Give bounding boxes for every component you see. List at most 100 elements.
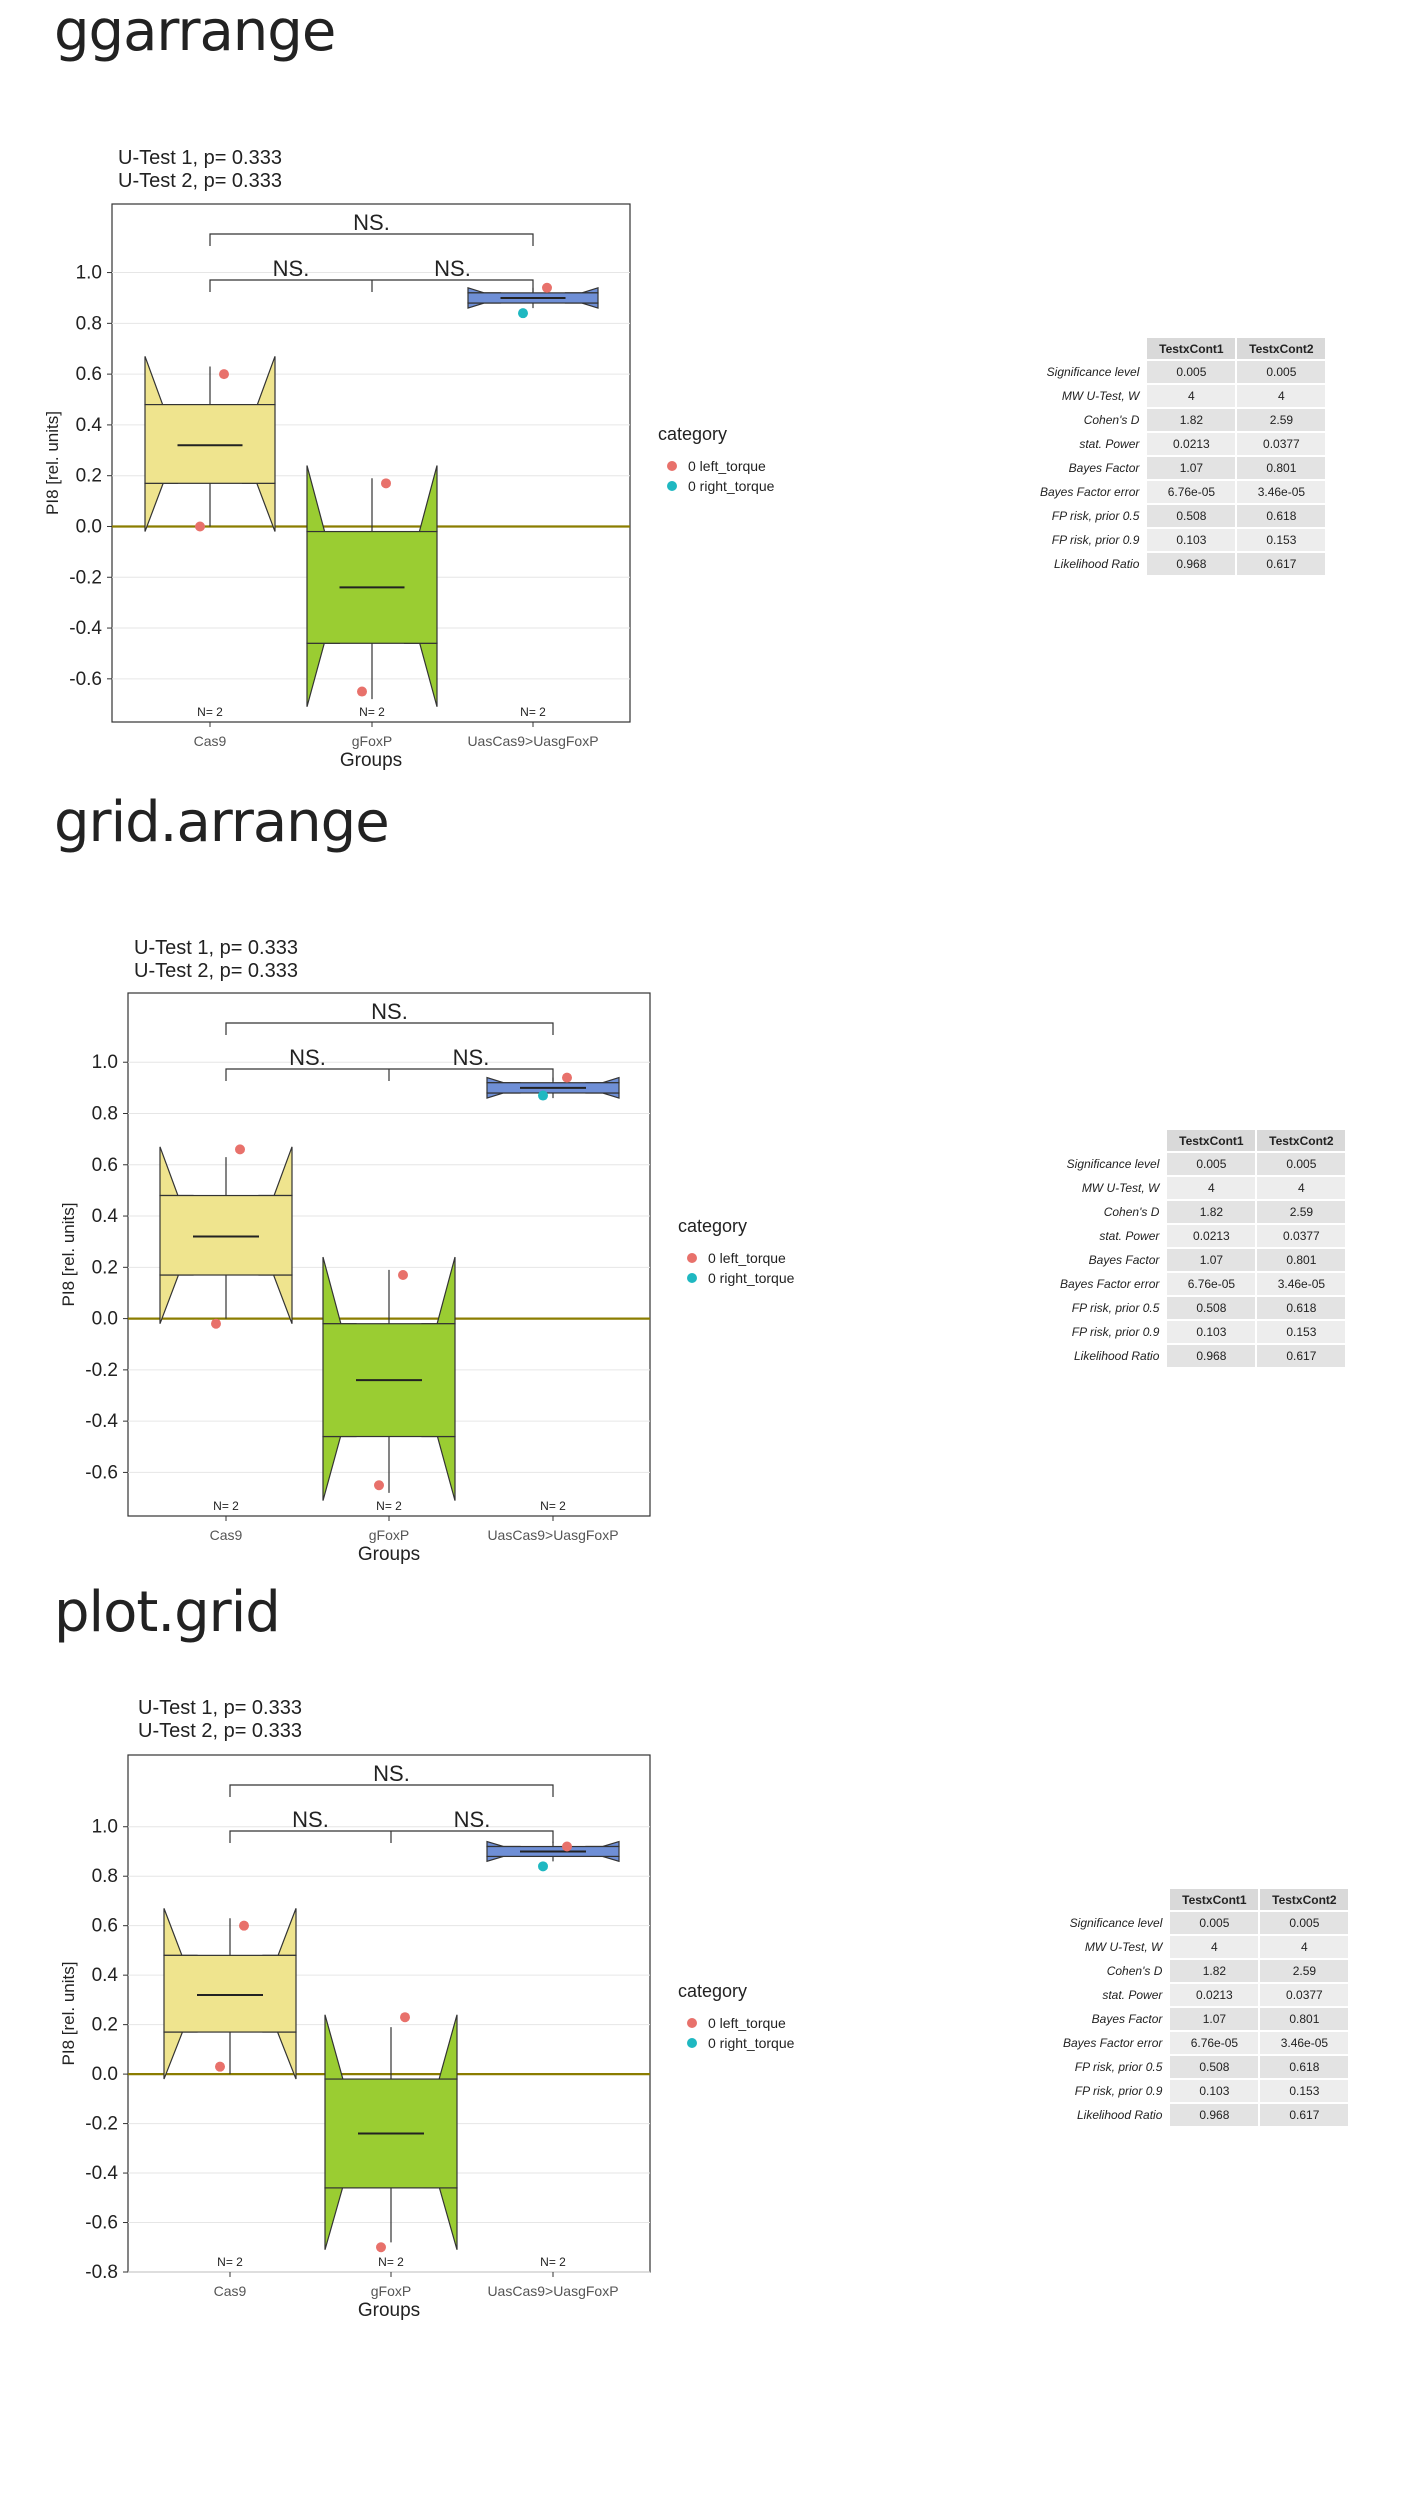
data-point [215,2061,225,2072]
table-row: FP risk, prior 0.5 0.508 0.618 [1057,2056,1349,2078]
table-column-header: TestxCont1 [1147,338,1236,359]
table-cell: 2.59 [1260,1960,1349,1982]
data-point [538,1090,548,1101]
table-cell: 1.07 [1147,457,1236,479]
stats-table: TestxCont1 TestxCont2 Significance level 0.… [1055,1887,1350,2128]
table-corner [1057,1889,1168,1910]
table-cell: 0.801 [1257,1249,1346,1271]
table-row-label: FP risk, prior 0.9 [1071,1325,1160,1339]
data-point [239,1920,249,1931]
table-column-header: TestxCont1 [1170,1889,1259,1910]
table-row-label: stat. Power [1079,437,1140,451]
box-body [144,403,276,484]
table-row: FP risk, prior 0.9 0.103 0.153 [1034,529,1326,551]
table-cell: 0.968 [1170,2104,1259,2126]
y-tick-label: 0.8 [92,1866,118,1887]
y-tick-label: 0.4 [92,1965,119,1986]
table-row-label: MW U-Test, W [1061,389,1140,403]
significance-label: NS. [434,256,471,281]
significance-label: NS. [371,999,408,1024]
legend-swatch [687,2038,697,2048]
legend-title: category [678,1216,747,1236]
table-row: stat. Power 0.0213 0.0377 [1054,1225,1346,1247]
table-cell: 0.508 [1147,505,1236,527]
table-row-label: stat. Power [1102,1988,1163,2002]
table-cell: 4 [1170,1936,1259,1958]
y-tick-label: 0.6 [76,364,102,385]
legend-swatch [687,1273,697,1283]
table-row-label: MW U-Test, W [1081,1181,1160,1195]
table-row-label: FP risk, prior 0.5 [1074,2060,1163,2074]
table-cell: 0.801 [1237,457,1326,479]
x-axis-label: Groups [358,2300,420,2321]
data-point [219,369,229,380]
table-cell: 0.103 [1170,2080,1259,2102]
legend-item: 0 left_torque [708,2015,786,2031]
data-point [542,282,552,293]
y-tick-label: 0.8 [92,1103,118,1124]
table-cell: 0.508 [1170,2056,1259,2078]
table-cell: 0.0377 [1257,1225,1346,1247]
x-tick-label: gFoxP [371,2283,411,2299]
data-point [562,1072,572,1083]
data-point [235,1144,245,1155]
legend-swatch [667,481,677,491]
table-cell: 1.82 [1147,409,1236,431]
significance-bracket [225,1022,554,1035]
x-axis-label: Groups [340,750,402,771]
table-row-label: Cohen's D [1103,1205,1160,1219]
table-cell: 1.82 [1170,1960,1259,1982]
table-cell: 6.76e-05 [1147,481,1236,503]
table-cell: 6.76e-05 [1170,2032,1259,2054]
table-row: Cohen's D 1.82 2.59 [1054,1201,1346,1223]
table-row: Significance level 0.005 0.005 [1054,1153,1346,1175]
y-tick-label: -0.6 [69,669,102,690]
significance-label: NS. [292,1807,329,1832]
table-cell: 2.59 [1257,1201,1346,1223]
y-tick-label: 0.6 [92,1916,118,1937]
table-cell: 0.153 [1260,2080,1349,2102]
table-row: Cohen's D 1.82 2.59 [1034,409,1326,431]
data-point [400,2012,410,2023]
table-row-label: Bayes Factor [1091,2012,1163,2026]
table-cell: 0.005 [1167,1153,1256,1175]
data-point [381,478,391,489]
chart-subtitle-line: U-Test 1, p= 0.333 [118,147,282,169]
table-row: Significance level 0.005 0.005 [1034,361,1326,383]
chart-subtitle-line: U-Test 1, p= 0.333 [134,937,298,959]
table-cell: 0.0377 [1237,433,1326,455]
chart-subtitle-line: U-Test 1, p= 0.333 [138,1697,302,1719]
significance-bracket [229,1784,554,1797]
significance-bracket [209,279,534,292]
table-cell: 0.0377 [1260,1984,1349,2006]
y-axis-label: PI8 [rel. units] [59,1203,78,1307]
y-tick-label: 1.0 [92,1052,118,1073]
table-row-label: Bayes Factor error [1040,485,1140,499]
legend-item: 0 left_torque [708,1250,786,1266]
table-cell: 0.153 [1237,529,1326,551]
n-label: N= 2 [217,2255,243,2269]
y-tick-label: -0.2 [69,567,102,588]
table-cell: 0.617 [1257,1345,1346,1367]
y-tick-label: -0.4 [85,2163,118,2184]
table-cell: 0.005 [1260,1912,1349,1934]
legend-swatch [667,461,677,471]
section-title: plot.grid [54,1580,281,1645]
table-row: FP risk, prior 0.9 0.103 0.153 [1054,1321,1346,1343]
y-tick-label: -0.4 [85,1411,118,1432]
table-row: Likelihood Ratio 0.968 0.617 [1054,1345,1346,1367]
y-tick-label: 0.0 [92,2064,118,2085]
table-row-label: MW U-Test, W [1084,1940,1163,1954]
table-cell: 0.005 [1237,361,1326,383]
table-cell: 0.005 [1170,1912,1259,1934]
y-tick-label: -0.6 [85,1462,118,1483]
table-row-label: FP risk, prior 0.9 [1051,533,1140,547]
section-title: ggarrange [54,0,336,64]
table-column-header: TestxCont2 [1237,338,1326,359]
table-cell: 0.0213 [1147,433,1236,455]
table-row-label: FP risk, prior 0.9 [1074,2084,1163,2098]
legend-item: 0 left_torque [688,458,766,474]
table-corner [1054,1130,1165,1151]
